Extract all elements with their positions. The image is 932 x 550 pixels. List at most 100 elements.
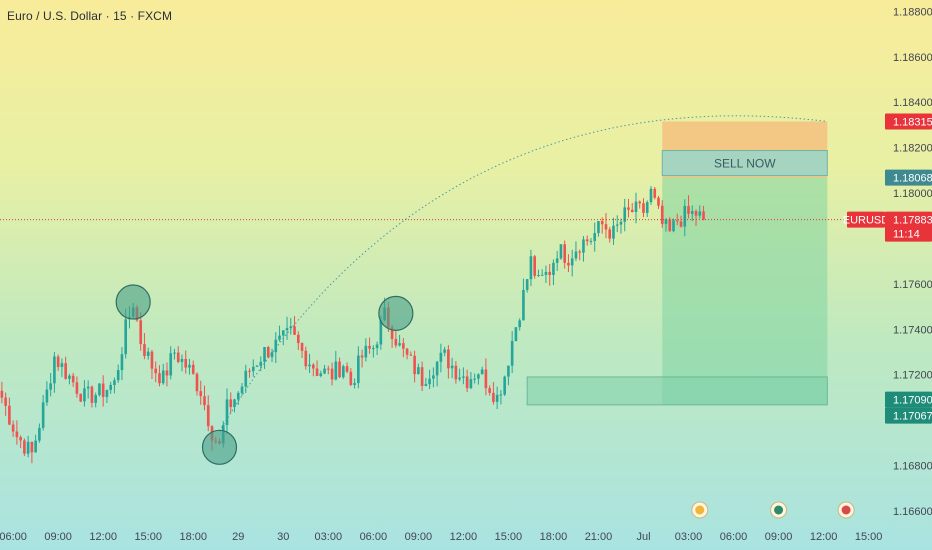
lightning-icon[interactable]	[691, 501, 709, 519]
candle	[150, 351, 154, 369]
us-flag-icon[interactable]	[837, 501, 855, 519]
candle	[454, 365, 458, 380]
candle	[94, 395, 97, 403]
candle	[165, 370, 169, 376]
flag-icon[interactable]	[770, 501, 788, 519]
candle	[251, 366, 255, 372]
candle	[281, 330, 285, 336]
x-tick-label: 18:00	[540, 531, 568, 543]
candle	[529, 256, 533, 280]
candle	[79, 393, 82, 402]
x-tick-label: 12:00	[450, 531, 478, 543]
chart-title: Euro / U.S. Dollar · 15 · FXCM	[7, 9, 173, 23]
y-tick-label: 1.17400	[893, 324, 932, 336]
candle	[4, 397, 7, 406]
candle	[19, 437, 22, 441]
x-tick-label: 06:00	[0, 531, 27, 543]
candle	[56, 356, 60, 368]
candle	[507, 365, 510, 377]
swing-circle[interactable]	[378, 295, 414, 331]
swing-circle[interactable]	[201, 429, 238, 465]
candle	[60, 363, 64, 368]
candle	[413, 355, 416, 375]
candle	[522, 289, 525, 321]
candle	[357, 355, 360, 384]
x-tick-label: 15:00	[495, 531, 523, 543]
candle	[199, 391, 203, 397]
candle	[675, 220, 679, 222]
candle	[627, 207, 630, 210]
candle	[326, 368, 330, 370]
x-tick-label: 29	[232, 531, 244, 543]
take-profit-zone	[662, 177, 828, 405]
candle	[683, 206, 687, 227]
candle	[432, 375, 435, 379]
candle	[270, 352, 274, 358]
bar-countdown: 11:14	[893, 229, 920, 241]
x-tick-label: 18:00	[179, 531, 207, 543]
candle	[477, 374, 480, 379]
candle	[293, 326, 296, 335]
candle	[634, 201, 638, 213]
candle	[353, 383, 356, 385]
y-tick-label: 1.18800	[893, 6, 932, 18]
candle	[694, 211, 698, 216]
x-tick-label: 15:00	[134, 531, 162, 543]
candle	[589, 240, 593, 242]
candle	[492, 392, 495, 402]
candle	[608, 229, 612, 239]
candle	[525, 279, 529, 290]
candle	[653, 188, 657, 198]
candle	[173, 352, 176, 354]
candle	[458, 377, 461, 380]
candle	[514, 327, 518, 342]
candle	[266, 346, 270, 358]
last-price-value: 1.17883	[893, 215, 932, 227]
candle	[405, 348, 409, 355]
x-tick-label: 09:00	[405, 531, 433, 543]
candle	[203, 396, 206, 406]
candle	[567, 262, 570, 266]
candle	[308, 364, 311, 367]
candle	[240, 386, 244, 393]
y-tick-label: 1.16600	[893, 506, 932, 518]
candle	[660, 205, 664, 224]
candle	[619, 221, 623, 225]
candle	[544, 271, 548, 275]
candle	[465, 376, 469, 389]
candle	[443, 349, 446, 353]
candle	[645, 202, 649, 213]
candle	[435, 361, 439, 376]
candle	[113, 380, 116, 385]
candle	[585, 239, 589, 242]
candle	[612, 225, 615, 239]
projection-arc	[219, 115, 828, 432]
candle	[679, 221, 683, 227]
x-tick-label: 06:00	[720, 531, 748, 543]
candle	[75, 382, 79, 394]
candle	[582, 239, 585, 253]
sell-now-box[interactable]	[661, 150, 828, 177]
candle	[417, 367, 420, 375]
candle	[68, 375, 71, 379]
candle	[469, 379, 473, 389]
swing-circle[interactable]	[115, 284, 151, 320]
candle	[698, 211, 702, 216]
candle	[30, 441, 34, 453]
candle	[90, 386, 94, 403]
candle	[439, 352, 443, 362]
candle	[169, 353, 173, 376]
candle	[296, 334, 300, 344]
candle	[0, 390, 4, 398]
candle	[473, 378, 476, 380]
candle	[537, 275, 540, 277]
candle	[428, 378, 431, 385]
candle	[34, 440, 37, 453]
candle	[574, 251, 578, 259]
price-tag	[885, 407, 932, 424]
candle	[360, 355, 364, 358]
candle	[83, 388, 86, 402]
candle	[480, 369, 484, 375]
